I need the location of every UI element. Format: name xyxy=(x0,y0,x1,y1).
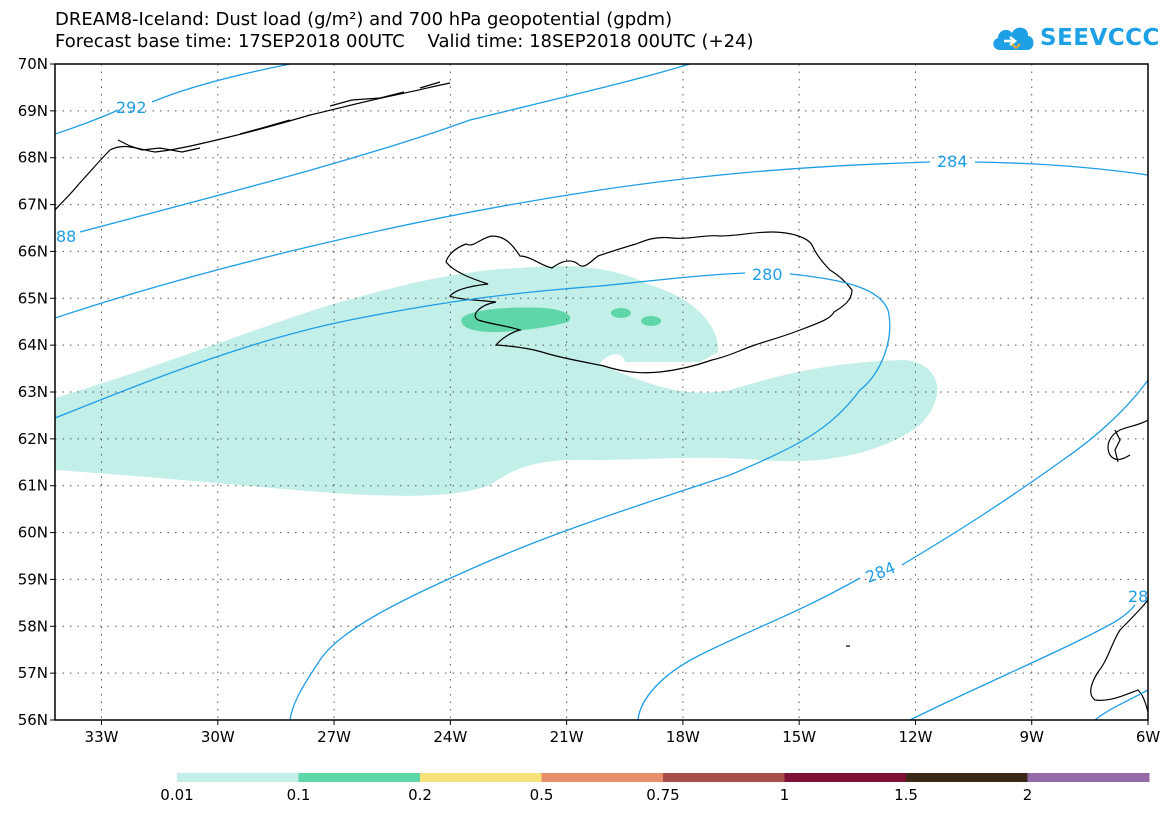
lat-label: 64N xyxy=(18,336,48,354)
seevccc-logo: SEEVCCC xyxy=(990,20,1160,56)
lon-label: 21W xyxy=(550,728,584,746)
lon-label: 12W xyxy=(898,728,932,746)
colorbar xyxy=(177,773,1150,782)
lon-label: 18W xyxy=(666,728,700,746)
lat-label: 66N xyxy=(18,242,48,260)
contour-label-292: 292 xyxy=(116,98,147,117)
lat-label: 63N xyxy=(18,383,48,401)
longitude-labels: 33W 30W 27W 24W 21W 18W 15W 12W 9W 6W xyxy=(85,728,1161,746)
lon-label: 33W xyxy=(85,728,119,746)
contour-label-284-south: 284 xyxy=(863,558,898,587)
dust-area-low xyxy=(55,265,938,496)
colorbar-swatch xyxy=(784,773,907,782)
lon-label: 24W xyxy=(433,728,467,746)
colorbar-swatch xyxy=(663,773,785,782)
lat-label: 59N xyxy=(18,570,48,588)
lat-label: 61N xyxy=(18,477,48,495)
shetland-islands xyxy=(1114,429,1121,463)
colorbar-swatch xyxy=(177,773,299,782)
coastline-iceland xyxy=(445,231,853,374)
colorbar-label: 2 xyxy=(1023,786,1033,804)
dust-area-mid xyxy=(461,307,571,333)
contour-280 xyxy=(55,272,891,720)
lat-label: 60N xyxy=(18,524,48,542)
lat-label: 69N xyxy=(18,102,48,120)
geopotential-contours xyxy=(55,64,1148,720)
contour-label-288: 88 xyxy=(56,227,76,246)
coastline-greenland-detail xyxy=(117,81,441,153)
colorbar-swatch xyxy=(906,773,1028,782)
lat-label: 57N xyxy=(18,664,48,682)
colorbar-label: 0.75 xyxy=(646,786,679,804)
contour-labels: 292 88 284 280 284 28 xyxy=(56,98,1148,606)
contour-288 xyxy=(79,64,691,233)
dust-patch-1 xyxy=(611,308,631,318)
colorbar-swatch xyxy=(298,773,421,782)
lon-label: 27W xyxy=(317,728,351,746)
lat-label: 67N xyxy=(18,196,48,214)
colorbar-labels: 0.01 0.1 0.2 0.5 0.75 1 1.5 2 xyxy=(160,786,1032,804)
lon-label: 15W xyxy=(782,728,816,746)
lat-label: 56N xyxy=(18,711,48,729)
contour-288-south xyxy=(909,604,1148,720)
lat-label: 62N xyxy=(18,430,48,448)
title-line1: DREAM8-Iceland: Dust load (g/m²) and 700… xyxy=(55,9,673,30)
latitude-labels: 70N 69N 68N 67N 66N 65N 64N 63N 62N 61N 60N 59N 58N 5… xyxy=(18,55,48,729)
contour-292 xyxy=(55,64,291,135)
lon-label: 6W xyxy=(1136,728,1161,746)
lat-label: 68N xyxy=(18,149,48,167)
colorbar-swatch xyxy=(1027,773,1150,782)
contour-284-south xyxy=(637,379,1148,720)
lon-label: 9W xyxy=(1020,728,1045,746)
colorbar-swatch xyxy=(420,773,542,782)
colorbar-label: 0.5 xyxy=(530,786,554,804)
contour-label-284-north: 284 xyxy=(937,152,968,171)
coastline-norway xyxy=(1090,419,1148,713)
lat-label: 70N xyxy=(18,55,48,73)
lat-label: 58N xyxy=(18,617,48,635)
logo-text: SEEVCCC xyxy=(1040,25,1160,51)
contour-284-north xyxy=(55,161,1148,319)
lon-label: 30W xyxy=(201,728,235,746)
contour-label-280: 280 xyxy=(752,265,783,284)
colorbar-label: 0.2 xyxy=(408,786,432,804)
colorbar-label: 1 xyxy=(780,786,790,804)
axis-ticks xyxy=(50,63,1149,725)
contour-label-28: 28 xyxy=(1128,587,1148,606)
colorbar-label: 1.5 xyxy=(894,786,918,804)
colorbar-swatch xyxy=(541,773,664,782)
title-line2: Forecast base time: 17SEP2018 00UTC Vali… xyxy=(55,31,754,52)
coastlines xyxy=(55,81,1148,713)
lat-label: 65N xyxy=(18,289,48,307)
colorbar-label: 0.01 xyxy=(160,786,193,804)
colorbar-label: 0.1 xyxy=(287,786,311,804)
dust-patch-2 xyxy=(641,316,661,326)
cloud-icon xyxy=(993,27,1034,50)
dust-shading xyxy=(55,265,938,496)
